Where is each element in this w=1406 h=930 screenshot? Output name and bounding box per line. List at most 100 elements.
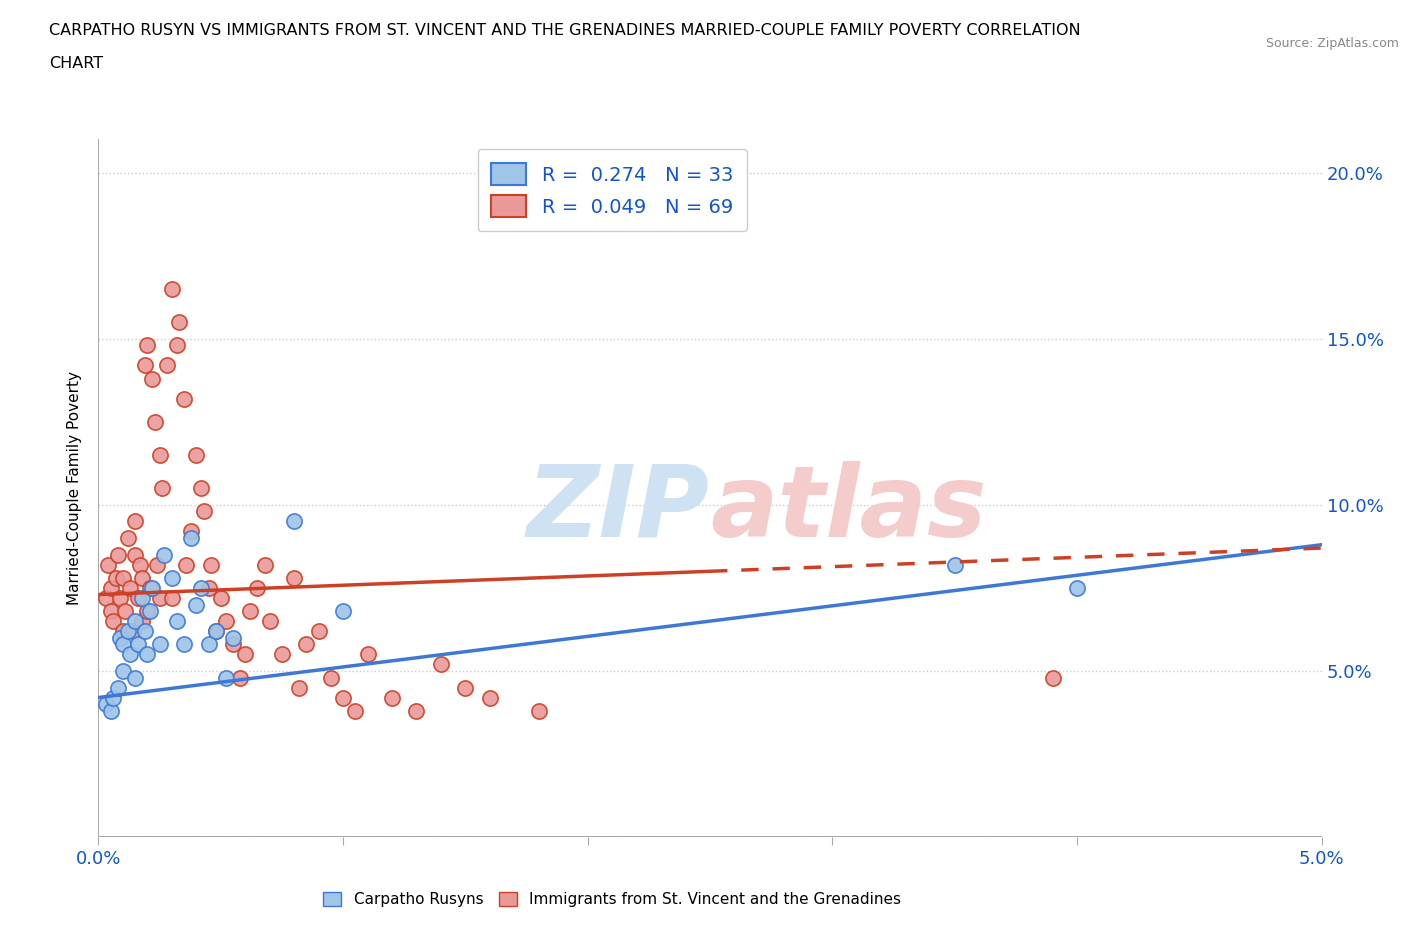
Point	[190, 481, 212, 496]
Point	[149, 591, 172, 605]
Point	[233, 647, 256, 662]
Text: atlas: atlas	[710, 460, 987, 558]
Point	[295, 637, 318, 652]
Point	[101, 690, 124, 705]
Point	[94, 591, 117, 605]
Point	[124, 514, 146, 529]
Point	[110, 591, 132, 605]
Point	[100, 580, 122, 595]
Point	[134, 624, 156, 639]
Point	[160, 591, 183, 605]
Point	[141, 371, 163, 386]
Point	[222, 631, 245, 645]
Point	[111, 663, 134, 678]
Point	[120, 647, 142, 662]
Point	[117, 531, 139, 546]
Y-axis label: Married-Couple Family Poverty: Married-Couple Family Poverty	[67, 371, 83, 605]
Point	[131, 614, 153, 629]
Point	[527, 703, 550, 718]
Point	[134, 358, 156, 373]
Point	[131, 591, 153, 605]
Point	[308, 624, 330, 639]
Point	[143, 415, 166, 430]
Point	[259, 614, 281, 629]
Point	[100, 604, 122, 618]
Point	[943, 557, 966, 572]
Point	[107, 680, 129, 695]
Point	[214, 671, 236, 685]
Point	[319, 671, 342, 685]
Point	[146, 557, 169, 572]
Point	[114, 604, 136, 618]
Point	[139, 580, 162, 595]
Point	[180, 531, 202, 546]
Point	[149, 637, 172, 652]
Point	[197, 580, 219, 595]
Point	[127, 591, 149, 605]
Point	[150, 481, 173, 496]
Point	[101, 614, 124, 629]
Point	[405, 703, 427, 718]
Point	[253, 557, 276, 572]
Point	[124, 614, 146, 629]
Point	[205, 624, 228, 639]
Point	[283, 570, 305, 585]
Point	[205, 624, 228, 639]
Point	[121, 624, 143, 639]
Point	[173, 637, 195, 652]
Point	[111, 637, 134, 652]
Point	[430, 657, 453, 671]
Point	[124, 547, 146, 562]
Point	[173, 392, 195, 406]
Point	[124, 671, 146, 685]
Point	[229, 671, 252, 685]
Point	[239, 604, 262, 618]
Text: ZIP: ZIP	[527, 460, 710, 558]
Point	[186, 597, 208, 612]
Point	[153, 547, 176, 562]
Point	[190, 580, 212, 595]
Point	[356, 647, 378, 662]
Point	[193, 504, 215, 519]
Point	[139, 604, 162, 618]
Point	[222, 637, 245, 652]
Point	[176, 557, 198, 572]
Point	[381, 690, 404, 705]
Point	[283, 514, 305, 529]
Point	[288, 680, 311, 695]
Text: CHART: CHART	[49, 56, 103, 71]
Point	[167, 314, 190, 329]
Point	[131, 570, 153, 585]
Point	[166, 614, 188, 629]
Point	[136, 338, 159, 352]
Point	[478, 690, 501, 705]
Point	[186, 447, 208, 462]
Point	[110, 631, 132, 645]
Text: CARPATHO RUSYN VS IMMIGRANTS FROM ST. VINCENT AND THE GRENADINES MARRIED-COUPLE : CARPATHO RUSYN VS IMMIGRANTS FROM ST. VI…	[49, 23, 1081, 38]
Point	[160, 282, 183, 297]
Point	[344, 703, 367, 718]
Point	[120, 580, 142, 595]
Point	[332, 690, 354, 705]
Point	[214, 614, 236, 629]
Point	[111, 624, 134, 639]
Point	[149, 447, 172, 462]
Point	[107, 547, 129, 562]
Point	[332, 604, 354, 618]
Point	[117, 624, 139, 639]
Point	[160, 570, 183, 585]
Point	[454, 680, 477, 695]
Point	[104, 570, 127, 585]
Point	[166, 338, 188, 352]
Legend: Carpatho Rusyns, Immigrants from St. Vincent and the Grenadines: Carpatho Rusyns, Immigrants from St. Vin…	[318, 885, 907, 913]
Point	[209, 591, 232, 605]
Point	[1042, 671, 1064, 685]
Point	[200, 557, 222, 572]
Point	[141, 580, 163, 595]
Point	[97, 557, 120, 572]
Point	[127, 637, 149, 652]
Text: Source: ZipAtlas.com: Source: ZipAtlas.com	[1265, 37, 1399, 50]
Point	[100, 703, 122, 718]
Point	[246, 580, 269, 595]
Point	[156, 358, 179, 373]
